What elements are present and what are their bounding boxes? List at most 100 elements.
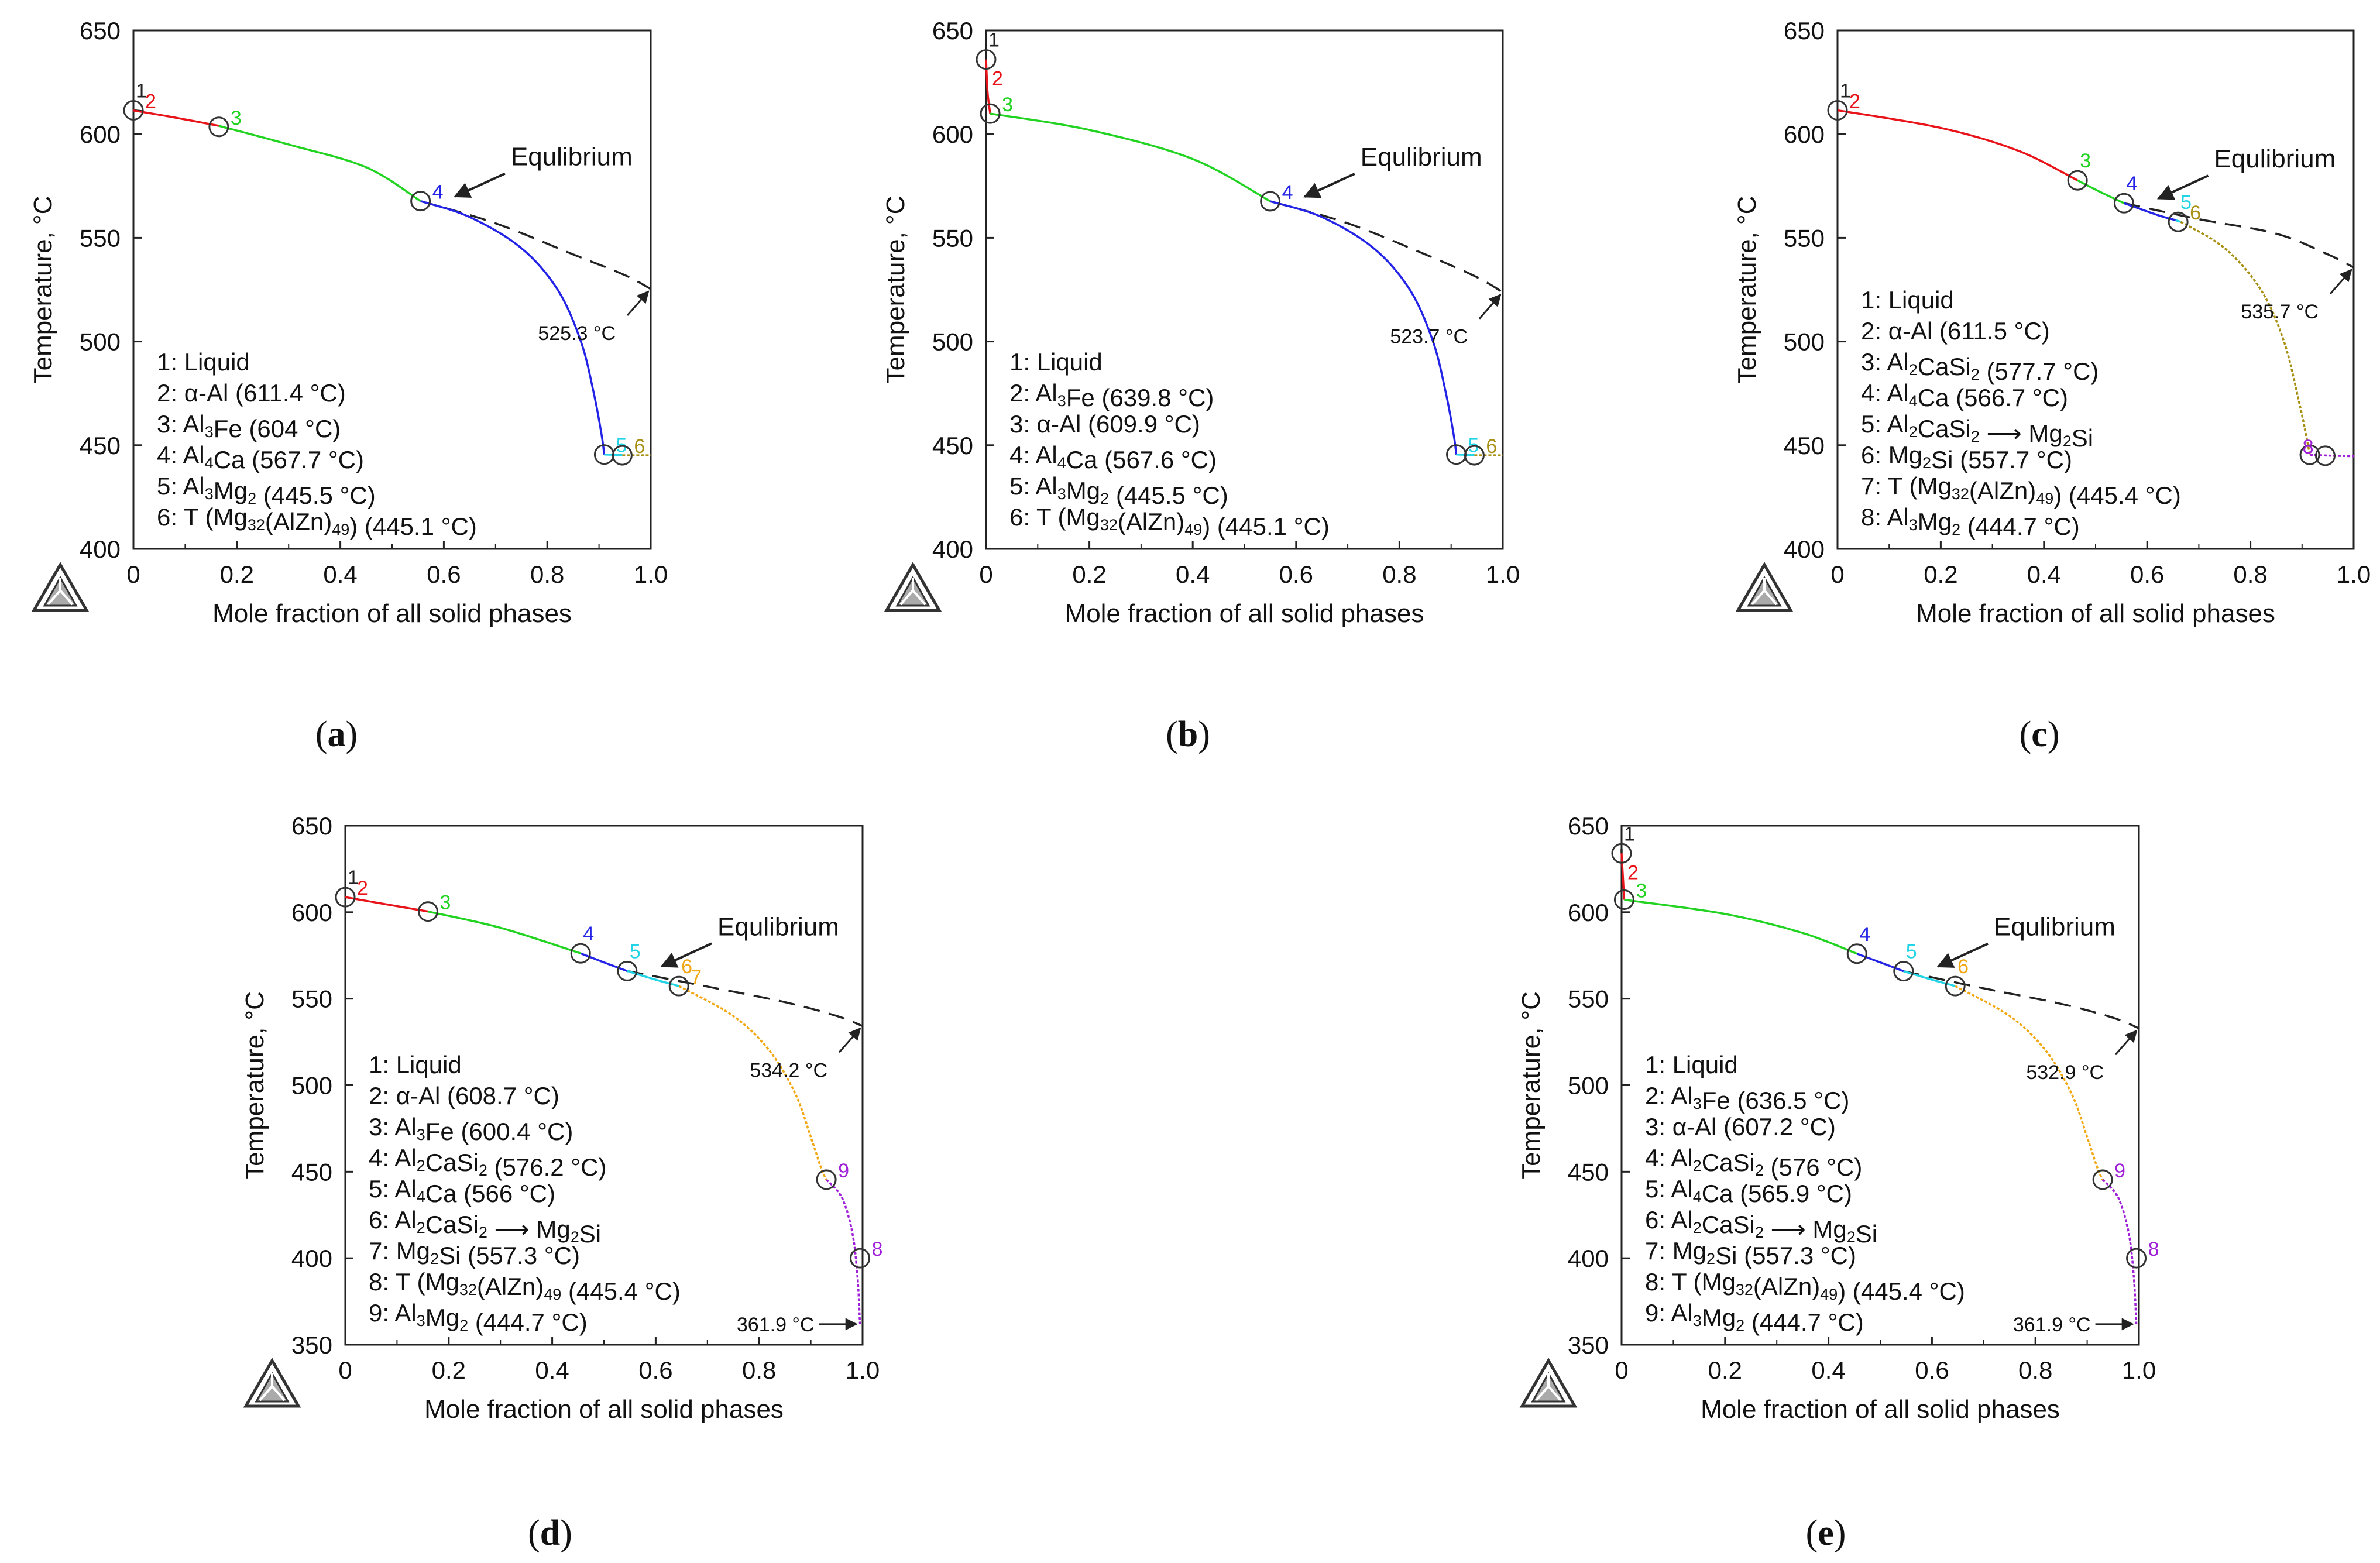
phase-marker-label: 3: [1636, 880, 1647, 902]
y-tick-label: 550: [291, 985, 332, 1013]
equilibrium-arrow: [660, 942, 712, 968]
plot-frame: [1620, 825, 2140, 1346]
legend-entry: 3: α-Al (607.2 °C): [1645, 1113, 1836, 1141]
phase-marker: [417, 901, 438, 922]
phase-marker: [976, 49, 997, 70]
y-axis-label: Temperature, °C: [29, 196, 57, 384]
series-line: [1270, 200, 1458, 455]
y-tick-label: 400: [932, 535, 973, 563]
series-line: [1903, 970, 1956, 987]
panel-caption: (a): [315, 714, 358, 754]
phase-marker-label: 4: [583, 923, 594, 945]
y-tick-label: 500: [1784, 328, 1825, 356]
end-temp-label: 523.7 °C: [1390, 326, 1468, 348]
software-logo-icon: [1735, 561, 1794, 612]
x-tick-label: 0: [979, 561, 992, 588]
y-tick-label: 650: [1568, 812, 1609, 840]
phase-marker-label: 2: [145, 90, 156, 112]
y-tick-label: 600: [291, 899, 332, 926]
phase-marker: [612, 445, 633, 466]
y-axis-label: Temperature, °C: [241, 991, 269, 1179]
legend-entry: 4: Al4Ca (566.7 °C): [1861, 379, 2068, 411]
x-tick-label: 0.2: [220, 561, 254, 588]
y-tick-label: 550: [1568, 985, 1609, 1013]
phase-marker: [570, 943, 591, 964]
x-tick-label: 0.2: [1072, 561, 1106, 588]
x-tick-label: 1.0: [846, 1356, 880, 1384]
phase-marker: [1893, 961, 1914, 982]
phase-marker: [1945, 975, 1966, 997]
series-line: [1837, 109, 2078, 181]
series-line: [428, 910, 581, 954]
software-logo-icon: [884, 561, 942, 612]
legend-entry: 2: Al3Fe (639.8 °C): [1009, 379, 1214, 411]
legend-entry: 5: Al4Ca (565.9 °C): [1645, 1175, 1852, 1207]
chart-panel-5: 350 400 450 500 550 600 650 0 0.2 0.4 0.6 0.8 1.0 Mol…: [1517, 812, 2159, 1424]
phase-marker: [980, 103, 1001, 124]
legend-entry: 5: Al3Mg2 (445.5 °C): [1009, 472, 1228, 509]
y-tick-label: 650: [932, 17, 973, 44]
x-tick-label: 1.0: [2122, 1356, 2156, 1384]
legend-entry: 5: Al2CaSi2 ⟶ Mg2Si: [1861, 410, 2093, 452]
phase-marker-label: 4: [432, 181, 444, 204]
y-tick-label: 500: [932, 328, 973, 356]
y-tick-label: 350: [291, 1331, 332, 1359]
x-tick-label: 0: [1615, 1356, 1628, 1384]
phase-marker: [335, 887, 356, 908]
series-line: [1620, 853, 1626, 900]
y-tick-label: 500: [1568, 1072, 1609, 1100]
series-line: [1955, 985, 2104, 1180]
phase-marker: [850, 1248, 871, 1269]
legend-entry: 3: α-Al (609.9 °C): [1009, 410, 1200, 438]
phase-marker-label: 6: [1957, 956, 1969, 978]
x-tick-label: 1.0: [1486, 561, 1520, 588]
x-tick-label: 0: [1830, 561, 1844, 588]
phase-marker-label: 6: [681, 956, 692, 978]
x-tick-label: 0.2: [1708, 1356, 1742, 1384]
legend-entry: 1: Liquid: [369, 1051, 462, 1078]
phase-marker-label: 1: [136, 80, 147, 102]
phase-marker: [1827, 99, 1848, 121]
y-tick-label: 550: [932, 224, 973, 252]
x-tick-label: 0.4: [535, 1356, 569, 1384]
y-tick-label: 450: [932, 432, 973, 459]
legend-entry: 9: Al3Mg2 (444.7 °C): [1645, 1299, 1864, 1336]
phase-marker: [1611, 843, 1632, 864]
x-axis-label: Mole fraction of all solid phases: [424, 1395, 784, 1424]
phase-marker-label: 1: [1840, 80, 1851, 102]
phase-marker: [123, 99, 144, 121]
series-line: [2180, 221, 2311, 455]
phase-marker-label: 8: [2148, 1238, 2159, 1260]
legend-entry: 4: Al4Ca (567.7 °C): [157, 441, 364, 473]
y-tick-label: 400: [1568, 1245, 1609, 1272]
bottom-temp-label: 361.9 °C: [737, 1314, 815, 1336]
phase-marker: [208, 116, 229, 138]
end-temp-arrow: [626, 290, 650, 316]
y-tick-label: 550: [1784, 224, 1825, 252]
phase-marker-label: 1: [348, 867, 359, 889]
x-tick-label: 0.4: [323, 561, 357, 588]
x-axis-label: Mole fraction of all solid phases: [1701, 1395, 2060, 1424]
y-tick-label: 600: [1784, 121, 1825, 148]
end-temp-arrow: [2329, 269, 2352, 295]
software-logo-icon: [31, 561, 90, 612]
series-line: [2175, 219, 2182, 223]
series-line: [2077, 179, 2125, 204]
equilibrium-arrow: [1303, 173, 1355, 198]
phase-marker-label: 4: [1859, 923, 1870, 946]
y-tick-label: 650: [80, 17, 121, 44]
phase-marker-label: 2: [992, 68, 1003, 90]
y-tick-label: 450: [1568, 1158, 1609, 1186]
panel-caption: (b): [1166, 714, 1210, 754]
legend-entry: 1: Liquid: [1645, 1051, 1738, 1078]
phase-marker: [410, 191, 431, 212]
legend-entry: 7: T (Mg32(AlZn)49) (445.4 °C): [1861, 472, 2181, 509]
x-tick-label: 0.8: [742, 1356, 776, 1384]
phase-marker: [668, 975, 689, 997]
x-tick-label: 0.4: [1811, 1356, 1845, 1384]
x-tick-label: 0.6: [1279, 561, 1313, 588]
x-tick-label: 0.8: [1382, 561, 1416, 588]
series-line: [218, 125, 421, 202]
y-tick-label: 500: [80, 328, 121, 356]
phase-marker-label: 3: [1002, 94, 1013, 116]
